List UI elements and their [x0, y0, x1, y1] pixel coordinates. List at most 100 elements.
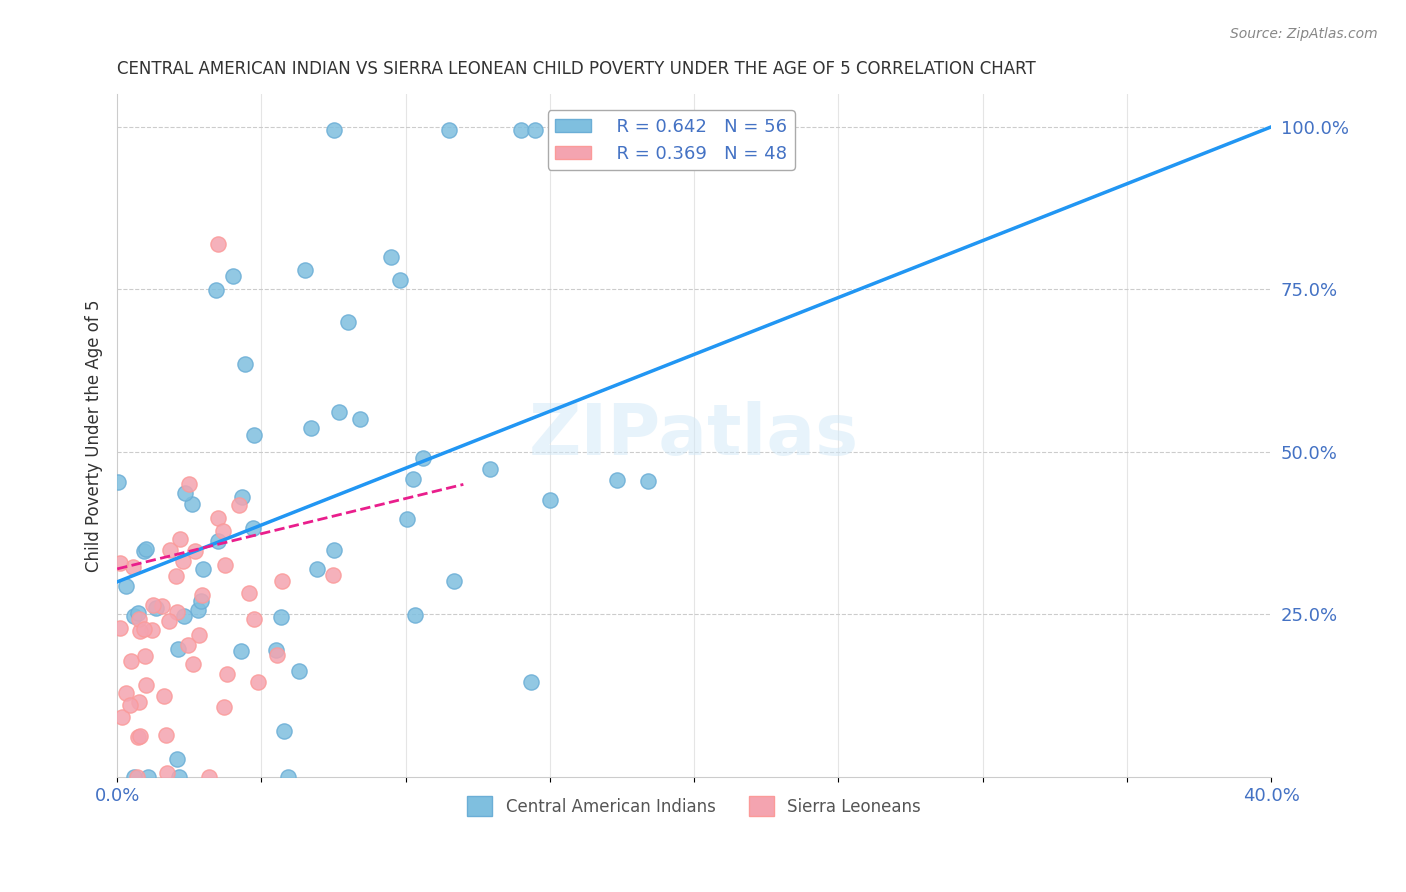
Point: [204, 283, 226, 297]
Point: [173, 609, 195, 624]
Point: [307, 562, 329, 576]
Point: [404, 607, 426, 622]
Point: [389, 273, 412, 287]
Point: [270, 574, 292, 589]
Point: [193, 562, 215, 576]
Point: [228, 498, 250, 512]
Point: [246, 674, 269, 689]
Point: [212, 700, 235, 714]
Point: [150, 599, 173, 613]
Point: [243, 428, 266, 442]
Point: [155, 728, 177, 742]
Point: [181, 497, 204, 511]
Point: [322, 567, 344, 582]
Point: [238, 586, 260, 600]
Point: [207, 236, 229, 251]
Point: [520, 674, 543, 689]
Point: [127, 730, 149, 744]
Point: [197, 770, 219, 784]
Point: [524, 123, 547, 137]
Point: [242, 521, 264, 535]
Point: [172, 553, 194, 567]
Point: [166, 605, 188, 619]
Point: [510, 123, 533, 137]
Point: [273, 723, 295, 738]
Text: CENTRAL AMERICAN INDIAN VS SIERRA LEONEAN CHILD POVERTY UNDER THE AGE OF 5 CORRE: CENTRAL AMERICAN INDIAN VS SIERRA LEONEA…: [117, 60, 1036, 78]
Point: [135, 542, 157, 557]
Point: [129, 624, 152, 638]
Point: [159, 543, 181, 558]
Point: [141, 623, 163, 637]
Point: [127, 606, 149, 620]
Point: [188, 628, 211, 642]
Point: [270, 610, 292, 624]
Point: [207, 510, 229, 524]
Point: [231, 644, 253, 658]
Point: [135, 678, 157, 692]
Point: [169, 532, 191, 546]
Point: [478, 462, 501, 476]
Point: [145, 600, 167, 615]
Point: [264, 643, 287, 657]
Point: [177, 638, 200, 652]
Point: [437, 123, 460, 137]
Point: [166, 752, 188, 766]
Point: [294, 263, 316, 277]
Point: [167, 770, 190, 784]
Point: [328, 405, 350, 419]
Point: [412, 450, 434, 465]
Point: [217, 666, 239, 681]
Point: [323, 543, 346, 558]
Point: [138, 770, 160, 784]
Point: [107, 475, 129, 489]
Point: [142, 598, 165, 612]
Point: [191, 589, 214, 603]
Point: [233, 357, 256, 371]
Point: [157, 614, 180, 628]
Point: [165, 569, 187, 583]
Point: [181, 657, 204, 671]
Point: [128, 695, 150, 709]
Point: [132, 623, 155, 637]
Point: [125, 770, 148, 784]
Point: [190, 594, 212, 608]
Point: [349, 412, 371, 426]
Point: [538, 493, 561, 508]
Point: [128, 729, 150, 743]
Point: [120, 654, 142, 668]
Point: [108, 621, 131, 635]
Point: [121, 560, 143, 574]
Point: [122, 609, 145, 624]
Point: [231, 490, 253, 504]
Point: [288, 664, 311, 678]
Point: [277, 770, 299, 784]
Point: [114, 579, 136, 593]
Text: ZIPatlas: ZIPatlas: [529, 401, 859, 470]
Point: [266, 648, 288, 663]
Point: [207, 534, 229, 549]
Point: [443, 574, 465, 588]
Point: [322, 123, 344, 137]
Point: [132, 544, 155, 558]
Point: [153, 689, 176, 703]
Point: [221, 269, 243, 284]
Point: [108, 556, 131, 570]
Point: [336, 315, 359, 329]
Point: [134, 648, 156, 663]
Point: [214, 558, 236, 572]
Point: [156, 766, 179, 780]
Point: [402, 472, 425, 486]
Y-axis label: Child Poverty Under the Age of 5: Child Poverty Under the Age of 5: [86, 300, 103, 572]
Point: [111, 710, 134, 724]
Point: [299, 421, 322, 435]
Point: [167, 641, 190, 656]
Point: [118, 698, 141, 713]
Point: [174, 486, 197, 500]
Point: [637, 474, 659, 488]
Point: [396, 512, 419, 526]
Point: [128, 612, 150, 626]
Point: [212, 524, 235, 538]
Point: [122, 770, 145, 784]
Point: [115, 685, 138, 699]
Point: [606, 474, 628, 488]
